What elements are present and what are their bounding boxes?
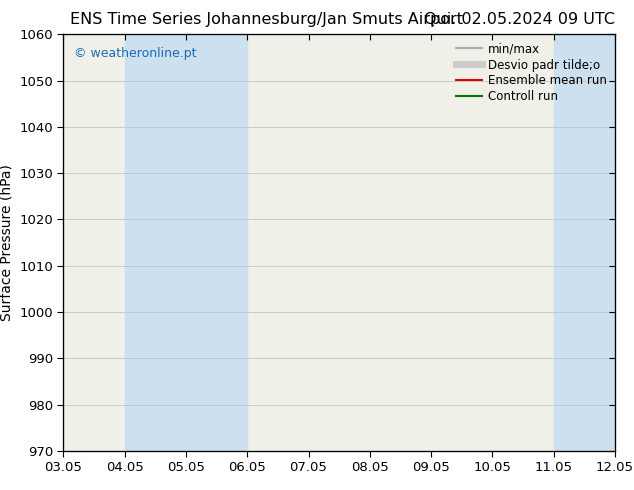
Bar [125, 34, 247, 451]
Y-axis label: Surface Pressure (hPa): Surface Pressure (hPa) [0, 164, 14, 321]
Text: Qui. 02.05.2024 09 UTC: Qui. 02.05.2024 09 UTC [424, 12, 615, 27]
Bar [553, 34, 634, 451]
Legend: min/max, Desvio padr tilde;o, Ensemble mean run, Controll run: min/max, Desvio padr tilde;o, Ensemble m… [451, 38, 611, 108]
Text: ENS Time Series Johannesburg/Jan Smuts Airport: ENS Time Series Johannesburg/Jan Smuts A… [70, 12, 463, 27]
Text: © weatheronline.pt: © weatheronline.pt [74, 47, 197, 60]
